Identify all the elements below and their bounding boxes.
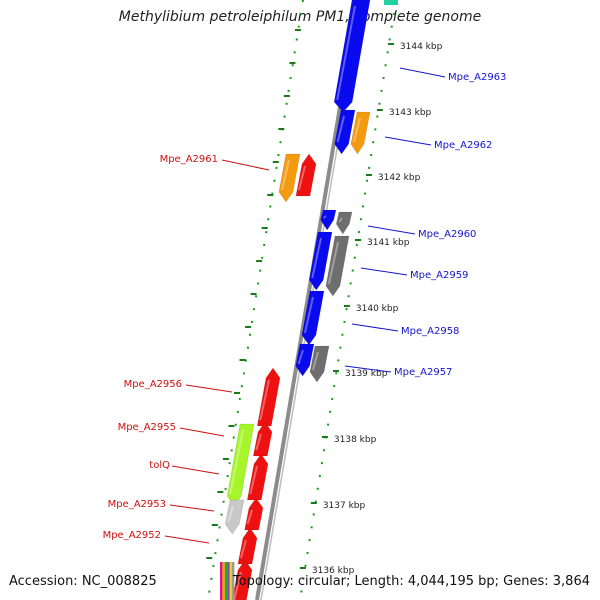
gene-block-lightgray-shade (227, 505, 234, 523)
gene-block-fragment (232, 562, 235, 600)
gene-block-teal (384, 0, 398, 5)
gene-block-blue (320, 209, 337, 231)
leader-line (360, 267, 408, 276)
leader-line (171, 465, 220, 475)
tick-label: 3140 kbp (356, 304, 399, 314)
gene-block-gray-shade (327, 241, 339, 285)
gene-block-red-shade (233, 571, 242, 600)
gene-block-red (244, 497, 264, 531)
gene-label-reverse: Mpe_A2963 (448, 72, 506, 83)
topology-summary: Topology: circular; Length: 4,044,195 bp… (232, 574, 590, 589)
gene-block-gray (325, 235, 350, 297)
tick-label: 3144 kbp (400, 42, 443, 52)
gene-block-fragment (222, 562, 225, 600)
tick-label: 3141 kbp (367, 238, 410, 248)
leader-line (169, 504, 215, 512)
gene-block-red (295, 153, 317, 197)
gene-label-forward: Mpe_A2955 (118, 422, 176, 433)
gene-block-blue (334, 109, 356, 155)
gene-block-fragment (227, 562, 230, 600)
tick-label: 3138 kbp (334, 435, 377, 445)
gene-block-orange-shade (352, 117, 361, 143)
leader-line (399, 67, 446, 78)
gene-block-red-shade (249, 465, 258, 495)
gene-block-blue (308, 231, 333, 291)
gene-label-reverse: Mpe_A2962 (434, 140, 492, 151)
gene-block-lime-shade (229, 429, 244, 495)
gene-block-orange (350, 111, 371, 155)
gene-label-reverse: Mpe_A2957 (394, 367, 452, 378)
gene-block-gray (309, 345, 330, 383)
gene-block-red-shade (255, 433, 262, 451)
gene-block-blue (333, 0, 371, 113)
tick-label: 3143 kbp (389, 108, 432, 118)
tick-label: 3142 kbp (378, 173, 421, 183)
gene-block-fragment (229, 562, 232, 600)
tick-label: 3139 kbp (345, 369, 388, 379)
gene-block-blue-shade (303, 296, 314, 334)
gene-label-forward: tolQ (149, 460, 170, 471)
map-title: Methylibium petroleiphilum PM1, complete… (118, 9, 482, 25)
gene-block-blue-shade (336, 115, 345, 143)
gene-block-red (246, 453, 269, 501)
gene-block-blue (301, 290, 325, 346)
gene-block-red-shade (297, 165, 306, 191)
gene-block-blue (295, 343, 315, 377)
leader-line (185, 384, 233, 393)
gene-label-reverse: Mpe_A2958 (401, 326, 459, 337)
gene-block-red (232, 559, 253, 600)
gene-block-orange-shade (280, 159, 290, 191)
gene-label-forward: Mpe_A2956 (124, 379, 182, 390)
tick-label: 3136 kbp (312, 566, 355, 576)
leader-line (179, 427, 225, 437)
gene-block-red (252, 421, 273, 457)
gene-block-red (237, 527, 258, 565)
gene-block-red-shade (239, 539, 247, 559)
gene-block-lightgray (224, 499, 245, 535)
gene-block-red-shade (246, 509, 253, 525)
gene-block-gray-shade (338, 217, 343, 223)
leader-line (384, 136, 432, 146)
gene-label-forward: Mpe_A2961 (160, 154, 218, 165)
gene-block-blue-shade (323, 215, 327, 219)
tick-label: 3137 kbp (323, 501, 366, 511)
leader-line (164, 535, 210, 544)
gene-label-reverse: Mpe_A2959 (410, 270, 468, 281)
gene-block-fragment (220, 562, 223, 600)
gene-block-blue-shade (297, 349, 304, 365)
accession-text: Accession: NC_008825 (9, 574, 157, 589)
leader-line (367, 225, 416, 235)
gene-block-orange (278, 153, 301, 203)
gene-block-gray-shade (311, 351, 319, 371)
leader-line (344, 365, 392, 373)
gene-block-blue-shade (311, 237, 322, 279)
gene-label-reverse: Mpe_A2960 (418, 229, 476, 240)
gene-block-red-shade (259, 379, 270, 421)
gene-block-blue-shade (336, 5, 356, 101)
leader-line (221, 159, 270, 171)
gene-label-forward: Mpe_A2953 (108, 499, 166, 510)
gene-block-gray (335, 211, 353, 235)
gene-label-forward: Mpe_A2952 (103, 530, 161, 541)
gene-block-fragment (224, 562, 228, 600)
leader-line (351, 323, 399, 332)
